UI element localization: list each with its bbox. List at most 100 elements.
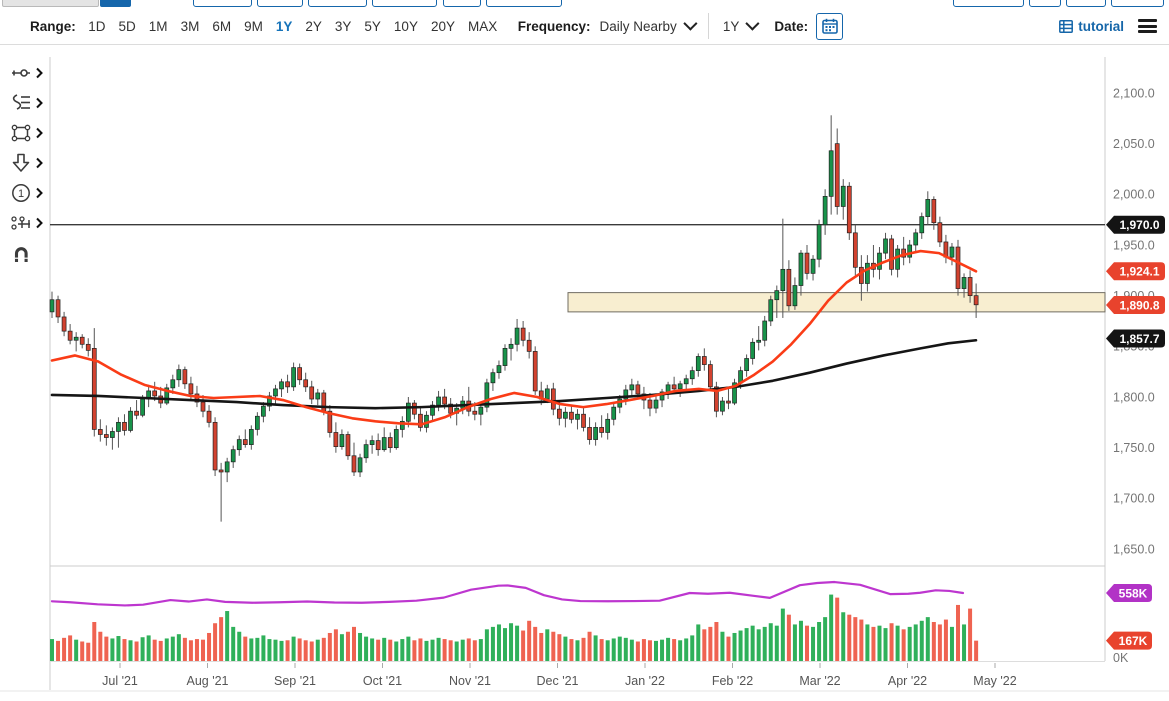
fast-ma-line [50,249,978,426]
sidebar-trendline-tool[interactable] [10,62,43,84]
partial-button[interactable] [308,0,367,7]
range-option-1Y[interactable]: 1Y [275,18,293,34]
volume-tag-167K[interactable]: 167K [1106,631,1152,650]
measure-tool-icon [11,216,30,230]
svg-text:Apr '22: Apr '22 [888,674,927,688]
candlesticks [49,115,979,522]
sidebar-shape-tool[interactable] [10,122,43,144]
tutorial-label: tutorial [1078,18,1124,34]
price-axis: 2,100.02,050.02,000.01,950.01,900.01,850… [1113,86,1155,665]
svg-text:2,050.0: 2,050.0 [1113,137,1155,151]
sidebar-number-marker-tool[interactable]: 1 [10,182,43,204]
range-option-1D[interactable]: 1D [88,18,106,34]
menu-icon[interactable] [1138,17,1157,36]
price-tag-18577[interactable]: 1,857.7 [1106,329,1165,348]
number-marker-tool-icon: 1 [12,184,30,202]
volume-bars [50,594,979,661]
trendline-tool-icon [12,69,30,77]
range-option-1M[interactable]: 1M [148,18,168,34]
svg-text:1,890.8: 1,890.8 [1119,298,1159,312]
svg-text:558K: 558K [1119,586,1148,600]
sidebar-magnet-tool[interactable] [10,242,32,264]
period-dropdown[interactable]: 1Y [722,18,740,34]
range-options: 1D 5D 1M 3M 6M 9M 1Y 2Y 3Y 5Y 10Y 20Y MAX [82,19,504,34]
date-label: Date: [774,18,809,34]
partial-button[interactable] [953,0,1024,7]
top-partial-toolbar [0,0,1169,8]
chevron-right-icon [36,67,43,79]
partial-button[interactable] [193,0,252,7]
svg-text:Jul '21: Jul '21 [102,674,138,688]
range-option-6M[interactable]: 6M [212,18,232,34]
svg-text:Sep '21: Sep '21 [274,674,316,688]
price-tag-19700[interactable]: 1,970.0 [1106,215,1165,234]
date-picker-button[interactable] [816,12,844,40]
range-option-2Y[interactable]: 2Y [305,18,322,34]
partial-button[interactable] [486,0,562,7]
price-tag-18908[interactable]: 1,890.8 [1106,295,1165,314]
svg-text:Jan '22: Jan '22 [625,674,665,688]
support-zone-annotation[interactable] [567,292,1106,313]
annotation-list-tool-icon [12,94,30,110]
svg-text:Nov '21: Nov '21 [449,674,491,688]
chart-toolbar: Range: 1D 5D 1M 3M 6M 9M 1Y 2Y 3Y 5Y 10Y 20Y MAX Fre… [0,8,1169,44]
svg-text:0K: 0K [1113,651,1129,665]
range-option-20Y[interactable]: 20Y [430,18,455,34]
chevron-right-icon [36,127,43,139]
frequency-dropdown[interactable]: Daily Nearby [599,18,677,34]
svg-text:2,100.0: 2,100.0 [1113,86,1155,100]
sidebar-measure-tool[interactable] [10,212,43,234]
range-option-9M[interactable]: 9M [244,18,263,34]
arrow-down-tool-icon [12,153,30,172]
partial-button[interactable] [257,0,303,7]
magnet-tool-icon [14,247,28,262]
chevron-right-icon [36,97,43,109]
sidebar-annotation-list-tool[interactable] [10,92,43,114]
partial-go-button[interactable] [100,0,131,7]
partial-symbol-input[interactable] [2,0,99,7]
shape-tool-icon [11,124,31,142]
range-option-MAX[interactable]: MAX [467,18,498,34]
svg-text:1,750.0: 1,750.0 [1113,441,1155,455]
svg-text:1,700.0: 1,700.0 [1113,492,1155,506]
time-axis: Jul '21 Aug '21 Sep '21 Oct '21 Nov '21 Dec '… [102,663,1017,688]
price-tag-19241[interactable]: 1,924.1 [1106,262,1165,281]
svg-text:Mar '22: Mar '22 [799,674,840,688]
partial-button[interactable] [372,0,437,7]
svg-text:1,857.7: 1,857.7 [1119,332,1159,346]
svg-text:1,924.1: 1,924.1 [1119,265,1159,279]
volume-tag-558K[interactable]: 558K [1106,584,1152,602]
range-option-5Y[interactable]: 5Y [364,18,381,34]
frequency-label: Frequency: [517,18,591,34]
tutorial-link[interactable]: tutorial [1059,19,1124,34]
svg-text:167K: 167K [1119,634,1148,648]
svg-text:Aug '21: Aug '21 [186,674,228,688]
toolbar-separator [0,44,1169,45]
svg-text:1,800.0: 1,800.0 [1113,390,1155,404]
svg-text:1,950.0: 1,950.0 [1113,238,1155,252]
sidebar-arrow-down-tool[interactable] [10,152,43,174]
svg-text:Oct '21: Oct '21 [363,674,402,688]
partial-button[interactable] [1066,0,1106,7]
svg-text:Feb '22: Feb '22 [712,674,753,688]
range-option-5D[interactable]: 5D [118,18,136,34]
svg-text:Dec '21: Dec '21 [537,674,579,688]
open-interest-line [50,580,965,607]
chevron-right-icon [36,157,43,169]
partial-button[interactable] [443,0,481,7]
range-option-3Y[interactable]: 3Y [334,18,352,34]
svg-text:1,970.0: 1,970.0 [1119,218,1159,232]
range-option-10Y[interactable]: 10Y [393,18,418,34]
svg-text:1: 1 [18,188,24,200]
chevron-right-icon [36,187,43,199]
svg-text:May '22: May '22 [973,674,1016,688]
partial-button[interactable] [1029,0,1061,7]
svg-text:1,650.0: 1,650.0 [1113,542,1155,556]
calendar-icon [821,18,838,34]
range-label: Range: [30,18,76,34]
toolbar-divider [707,13,709,39]
svg-text:2,000.0: 2,000.0 [1113,188,1155,202]
partial-button[interactable] [1111,0,1164,7]
range-option-3M[interactable]: 3M [180,18,200,34]
